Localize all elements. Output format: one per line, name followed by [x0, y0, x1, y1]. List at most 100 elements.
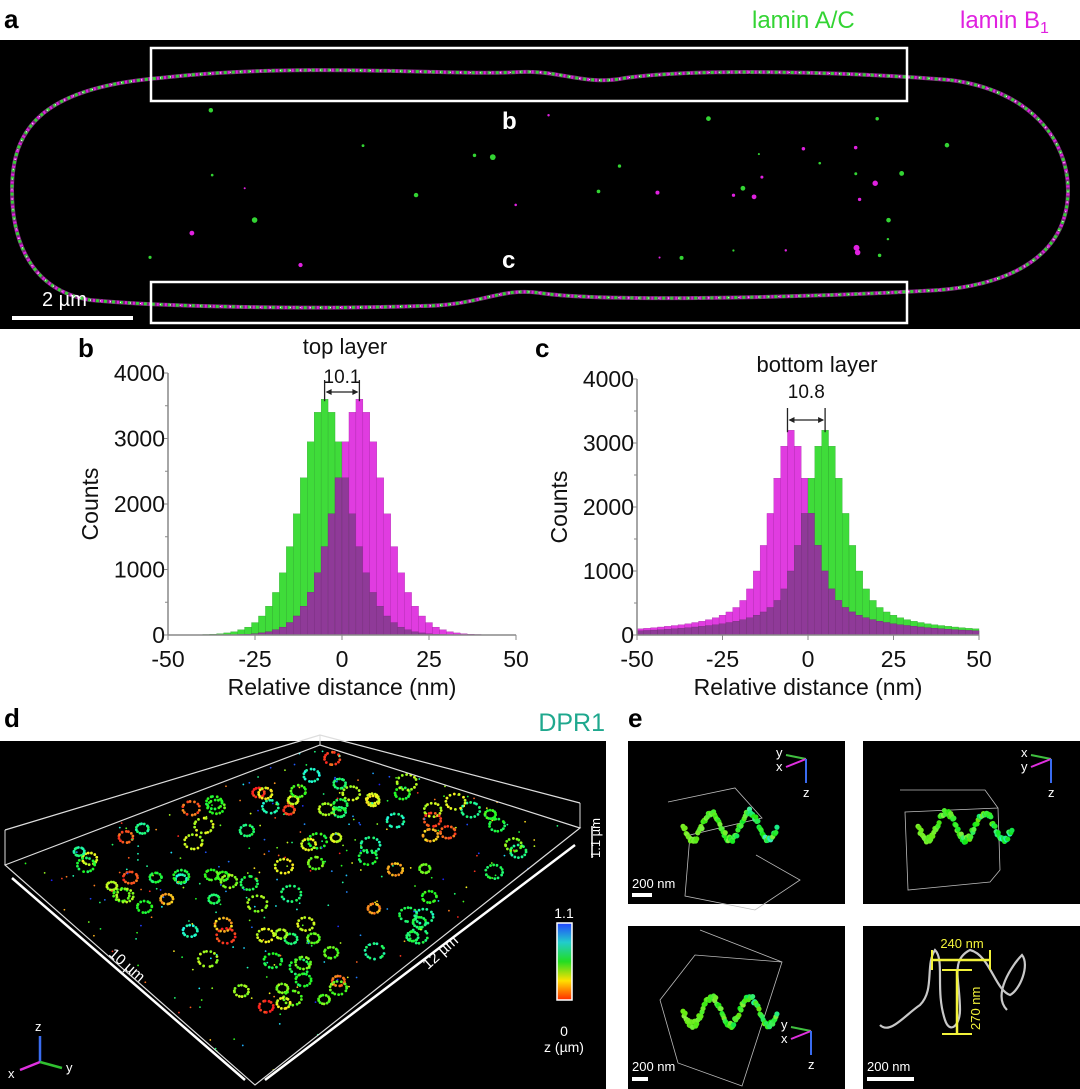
pore-localization: [182, 926, 186, 930]
pore-localization: [299, 893, 303, 897]
pore-localization: [308, 928, 312, 932]
background-localization: [137, 964, 139, 967]
background-localization: [293, 763, 296, 766]
pore-localization: [368, 910, 372, 914]
y-axis-label: Counts: [546, 471, 572, 544]
bar-overlap: [835, 600, 843, 636]
pore-localization: [127, 894, 131, 898]
pore-localization: [283, 939, 287, 942]
pore-localization: [309, 962, 312, 966]
pore-localization: [431, 913, 435, 916]
background-localization: [286, 841, 289, 844]
pore-localization: [81, 857, 84, 860]
pore-localization: [317, 997, 320, 1001]
pore-localization: [333, 955, 337, 959]
panel-letter-b: b: [78, 333, 94, 363]
pore-localization: [372, 942, 376, 945]
pore-localization: [277, 1005, 280, 1009]
pore-localization: [144, 911, 147, 915]
pore-localization: [222, 884, 225, 888]
bar-series-1: [244, 626, 252, 636]
pore-localization: [362, 849, 366, 853]
pore-localization: [128, 870, 132, 874]
pore-localization: [260, 895, 263, 898]
pore-localization: [275, 936, 279, 939]
pore-localization: [342, 788, 346, 792]
pore-localization: [308, 982, 312, 985]
pore-localization: [251, 790, 255, 794]
background-localization: [503, 854, 506, 857]
background-localization: [430, 876, 433, 879]
pore-localization: [414, 938, 418, 942]
pore-localization: [285, 941, 289, 944]
pore-localization: [318, 805, 322, 808]
pore-localization: [425, 823, 429, 827]
pore-localization: [258, 938, 262, 942]
pore-localization: [307, 848, 310, 852]
bar-overlap: [780, 588, 788, 636]
pore-localization: [427, 814, 431, 818]
pore-localization: [267, 965, 271, 969]
pore-localization: [288, 932, 292, 936]
pore-localization: [296, 983, 300, 987]
bar-overlap: [691, 626, 699, 636]
background-localization: [209, 957, 212, 960]
pore-localization: [279, 1006, 283, 1010]
dim-label-z: 1.1 µm: [588, 818, 603, 858]
background-localization: [355, 961, 358, 963]
background-localization: [161, 905, 163, 908]
pore-localization: [238, 828, 242, 832]
background-localization: [323, 961, 326, 963]
pore-localization: [290, 900, 294, 903]
pore-localization: [205, 802, 208, 806]
pore-localization: [452, 834, 456, 838]
y-tick-label: 1000: [583, 558, 634, 584]
pore-localization: [209, 799, 213, 803]
background-localization: [466, 823, 469, 826]
localization-dot: [757, 153, 760, 156]
pore-localization: [478, 810, 482, 813]
pore-localization: [270, 966, 274, 970]
bar-overlap: [862, 617, 870, 636]
background-localization: [345, 891, 348, 893]
pore-localization: [115, 893, 119, 897]
pore-localization: [336, 951, 340, 955]
pore-localization: [213, 952, 216, 955]
pore-localization: [239, 880, 243, 884]
pore-localization: [339, 797, 342, 801]
x-axis-label: Relative distance (nm): [228, 674, 457, 700]
pore-localization: [372, 836, 376, 840]
x-axis-arrow: [785, 758, 807, 768]
chromatin-localization: [951, 815, 957, 821]
pore-localization: [357, 858, 361, 861]
pore-localization: [182, 803, 185, 807]
legend-lamin-ac: lamin A/C: [752, 7, 855, 34]
chromatin-localization: [756, 1006, 762, 1012]
pore-localization: [416, 936, 420, 940]
background-localization: [50, 879, 53, 882]
pore-localization: [425, 931, 429, 935]
bar-series-1: [279, 572, 287, 636]
pore-localization: [127, 840, 131, 844]
pore-localization: [337, 808, 340, 812]
pore-localization: [299, 927, 303, 931]
pore-localization: [136, 906, 139, 910]
pore-localization: [404, 796, 408, 800]
pore-localization: [247, 898, 251, 902]
pore-localization: [446, 805, 450, 809]
pore-localization: [415, 925, 419, 929]
pore-localization: [328, 988, 332, 992]
pore-localization: [522, 845, 525, 849]
pore-localization: [223, 806, 226, 810]
pore-localization: [212, 868, 216, 872]
pore-localization: [269, 1000, 273, 1004]
pore-localization: [217, 939, 221, 943]
chromatin-localization: [694, 836, 700, 842]
pore-localization: [342, 808, 346, 811]
pore-localization: [422, 807, 426, 810]
pore-localization: [211, 795, 214, 798]
pore-localization: [441, 835, 445, 838]
pore-localization: [290, 786, 294, 790]
bar-overlap: [876, 621, 884, 636]
pore-localization: [220, 799, 224, 803]
